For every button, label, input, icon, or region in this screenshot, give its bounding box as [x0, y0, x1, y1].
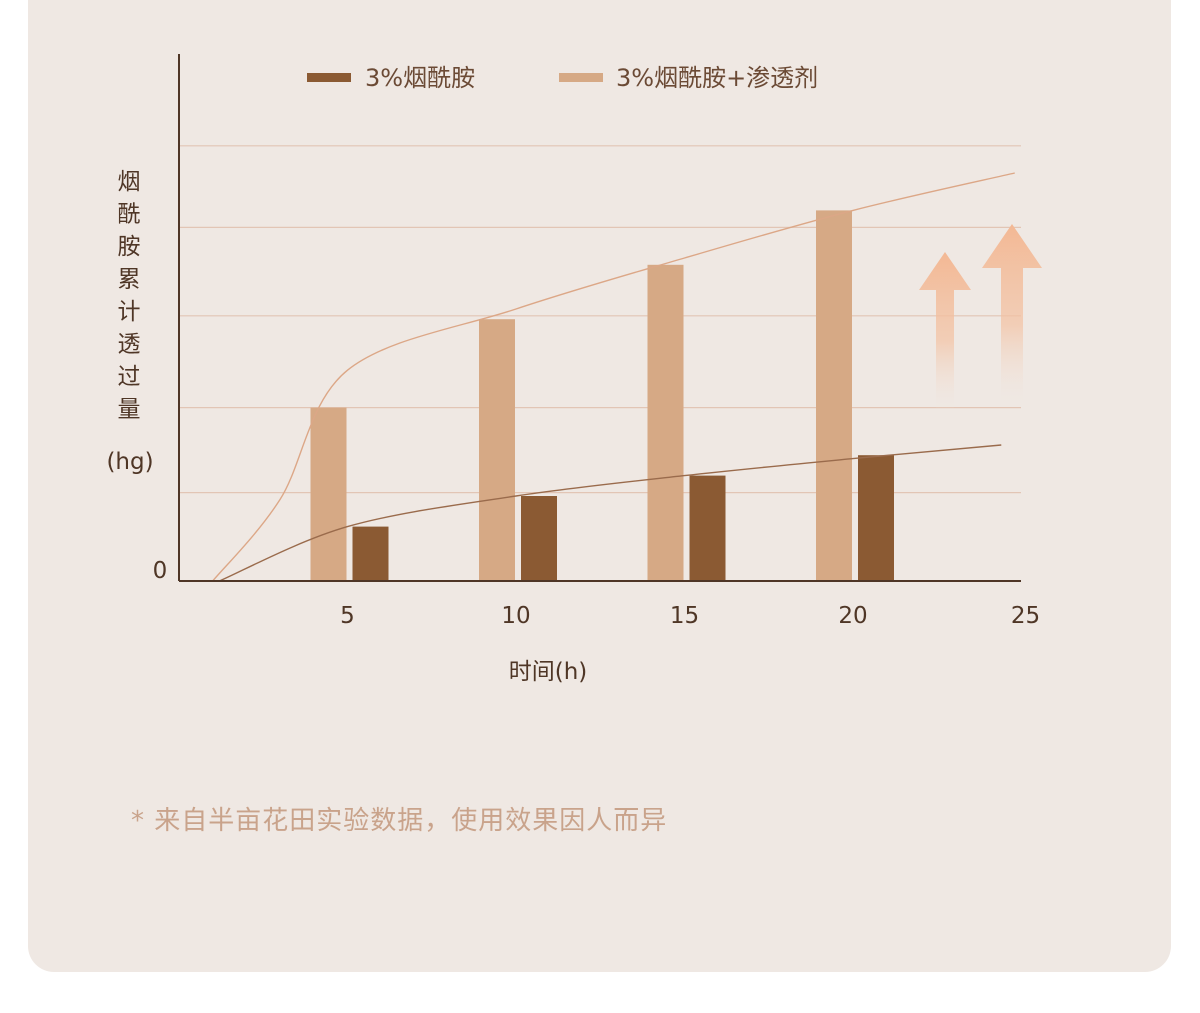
- legend-label-series-1: 3%烟酰胺: [365, 64, 475, 92]
- y-axis-label-char: 酰: [118, 202, 141, 228]
- trend-line-2: [219, 444, 1002, 582]
- footnote: * 来自半亩花田实验数据，使用效果因人而异: [131, 806, 668, 836]
- y-axis-unit: (hg): [106, 449, 153, 475]
- x-tick-label: 10: [501, 603, 530, 629]
- trend-line-1: [212, 172, 1015, 582]
- legend-swatch-series-2: [559, 73, 603, 82]
- bar-series-1-5: [352, 526, 389, 581]
- x-tick-label: 15: [670, 603, 699, 629]
- increase-arrows: [919, 224, 1042, 414]
- y-axis-label-char: 胺: [118, 234, 141, 260]
- x-axis-label: 时间(h): [509, 659, 588, 685]
- y-zero-label: 0: [153, 558, 168, 584]
- bar-series-1-15: [689, 475, 726, 581]
- bar-series-2-10: [479, 319, 515, 581]
- legend: 3%烟酰胺 3%烟酰胺+渗透剂: [307, 64, 818, 92]
- bar-series-2-15: [647, 264, 684, 581]
- tick-layer: 5 10 15 20 25: [340, 603, 1040, 629]
- y-axis-label-char: 透: [118, 332, 141, 358]
- y-axis-label-char: 量: [118, 397, 141, 423]
- chart-card: [28, 0, 1171, 972]
- bar-series-2-5: [310, 407, 347, 581]
- axis-layer: [178, 54, 1021, 582]
- x-tick-label: 20: [838, 603, 867, 629]
- y-axis-label-char: 烟: [118, 169, 141, 195]
- y-axis-label-char: 过: [118, 364, 141, 390]
- bar-series-2-20: [816, 210, 852, 581]
- legend-label-series-2: 3%烟酰胺+渗透剂: [616, 64, 818, 92]
- bar-layer: [310, 210, 894, 581]
- legend-swatch-series-1: [307, 73, 351, 82]
- up-arrow-icon: [982, 224, 1042, 408]
- up-arrow-icon: [919, 252, 971, 414]
- y-axis-label-char: 计: [118, 299, 141, 325]
- x-tick-label: 25: [1011, 603, 1040, 629]
- bar-series-1-10: [521, 496, 557, 581]
- x-tick-label: 5: [340, 603, 355, 629]
- y-axis-label-char: 累: [118, 267, 141, 293]
- bar-series-1-20: [858, 455, 894, 581]
- trend-layer: [212, 172, 1015, 582]
